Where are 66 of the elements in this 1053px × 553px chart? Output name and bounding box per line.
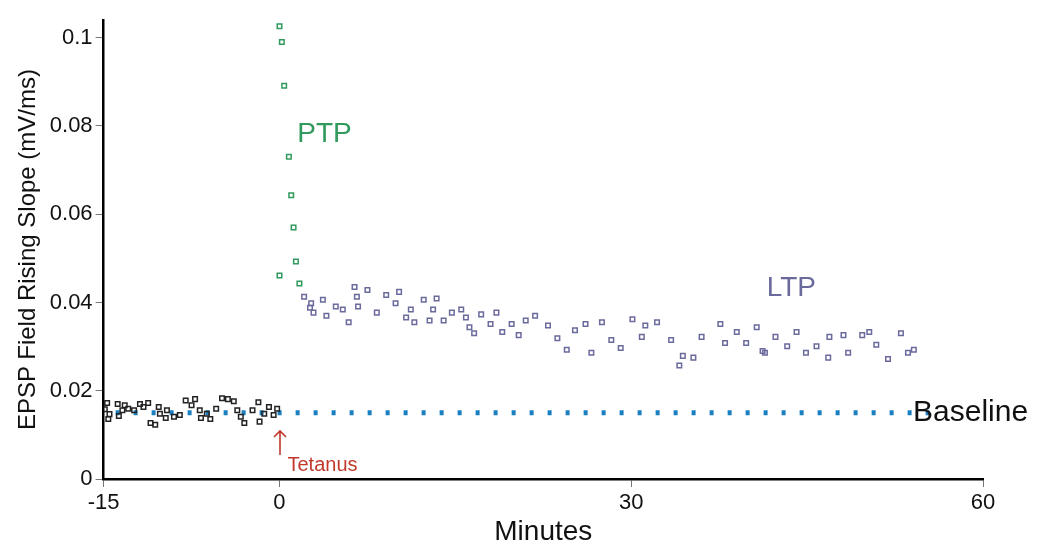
point: [265, 404, 272, 411]
point: [296, 280, 303, 287]
x-tick-label: 60: [970, 489, 996, 515]
point: [136, 400, 143, 407]
point: [255, 399, 262, 406]
x-tick-label: -15: [87, 489, 120, 515]
point: [278, 39, 285, 46]
y-tick-label: 0.08: [49, 111, 93, 137]
point: [207, 415, 214, 422]
point: [270, 411, 277, 419]
point: [288, 192, 295, 199]
point: [196, 407, 203, 414]
point: [249, 407, 256, 414]
point: [234, 407, 241, 414]
point: [131, 407, 138, 414]
y-tick-label: 0: [80, 465, 93, 491]
point: [125, 405, 132, 412]
point: [230, 398, 237, 405]
point: [105, 415, 112, 422]
point: [170, 413, 177, 420]
point: [140, 404, 147, 411]
point: [176, 411, 183, 419]
x-tick-label: 30: [619, 489, 644, 515]
point: [152, 421, 159, 428]
point: [197, 415, 204, 422]
point: [203, 410, 210, 417]
point: [292, 258, 299, 265]
point: [237, 413, 244, 420]
point: [147, 419, 154, 426]
point: [276, 23, 283, 30]
y-axis-title: EPSP Field Rising Slope (mV/ms): [13, 68, 41, 431]
y-tick-label: 0.06: [49, 200, 93, 226]
point: [162, 415, 169, 422]
point: [155, 404, 162, 411]
x-axis-title: Minutes: [494, 514, 593, 546]
point: [192, 396, 199, 403]
y-tick-label: 0.02: [49, 376, 93, 402]
y-tick-label: 0.04: [49, 288, 93, 314]
point: [106, 411, 113, 418]
y-tick-label: 0.1: [62, 23, 93, 49]
point: [219, 395, 226, 402]
point: [290, 224, 297, 231]
x-tick-label: 0: [273, 489, 286, 515]
point: [281, 82, 288, 89]
ref-line-label: Baseline: [913, 394, 1029, 428]
point: [224, 396, 231, 403]
point: [241, 419, 248, 426]
point: [182, 397, 189, 404]
point: [121, 402, 128, 409]
point: [261, 410, 268, 417]
point: [276, 272, 283, 279]
point: [156, 410, 163, 417]
point: [213, 405, 220, 412]
point: [119, 407, 126, 414]
point: [285, 153, 292, 160]
point: [114, 400, 121, 407]
point: [145, 400, 152, 407]
point: [104, 400, 111, 407]
point: [115, 412, 122, 419]
series-label: PTP: [297, 117, 352, 149]
point: [188, 402, 195, 409]
series-label: LTP: [766, 271, 817, 303]
point: [256, 418, 263, 425]
point: [163, 407, 170, 414]
point: [274, 405, 281, 412]
annotation: Tetanus: [287, 452, 358, 475]
